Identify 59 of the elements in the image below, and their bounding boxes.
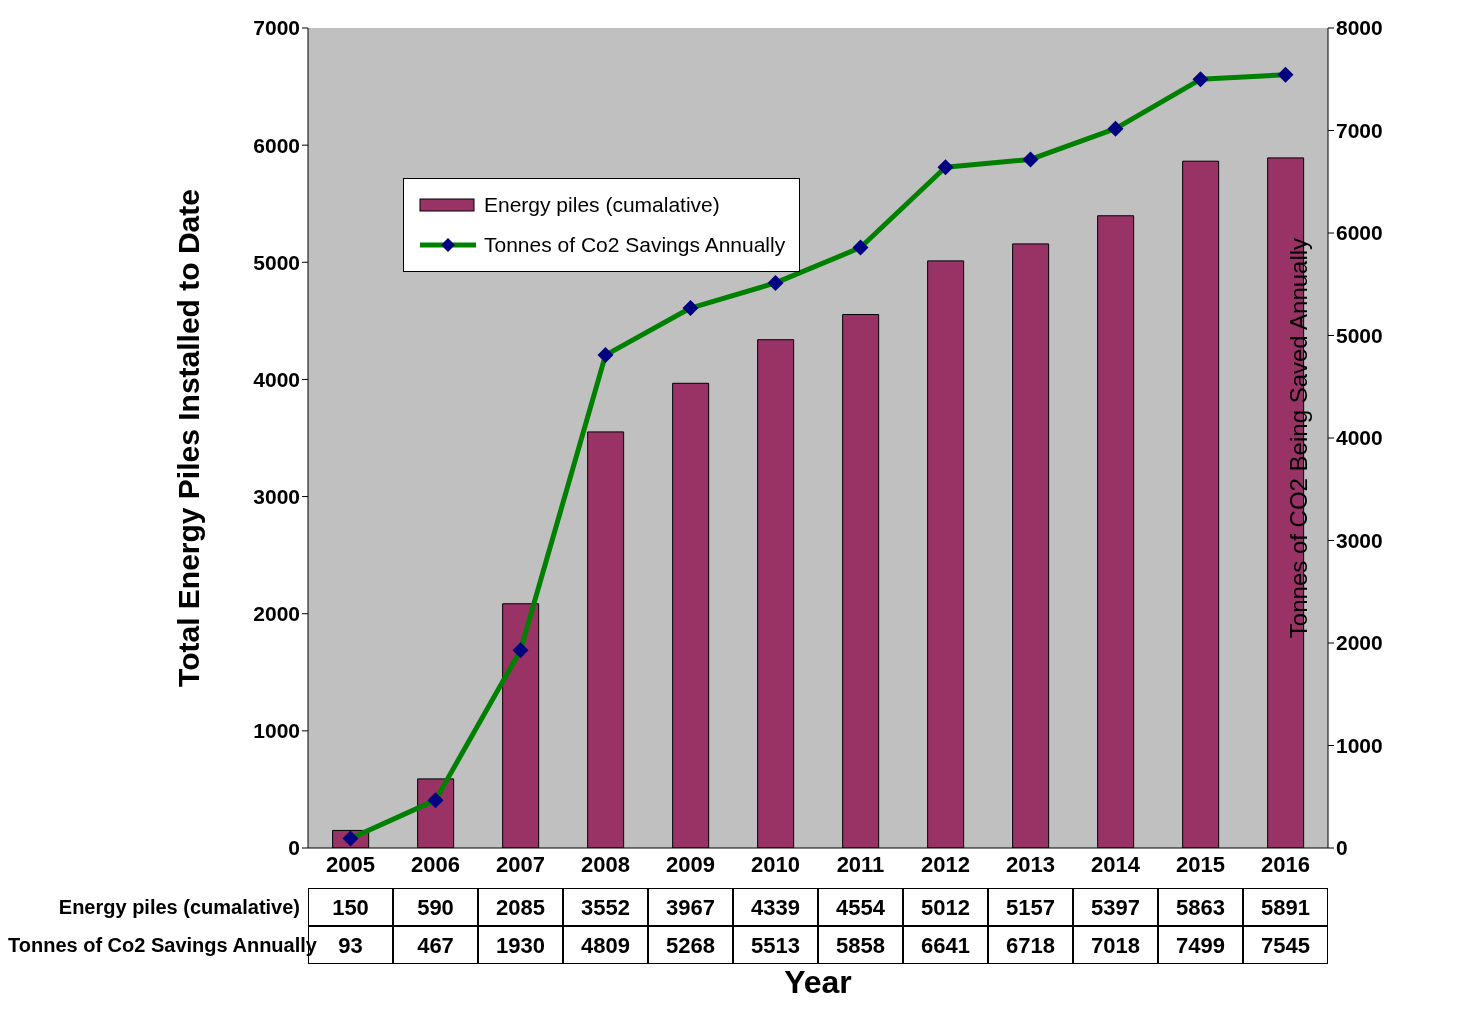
data-label: 5157 xyxy=(988,888,1073,926)
data-label: 6718 xyxy=(988,926,1073,964)
data-label: 5012 xyxy=(903,888,988,926)
x-tick-label: 2013 xyxy=(1006,851,1055,877)
y2-tick-label: 5000 xyxy=(1336,323,1383,347)
y2-tick-label: 4000 xyxy=(1336,426,1383,450)
data-label: 5268 xyxy=(648,926,733,964)
data-label: 7499 xyxy=(1158,926,1243,964)
x-tick-label: 2010 xyxy=(751,851,800,877)
data-label: 4809 xyxy=(563,926,648,964)
y2-tick-label: 8000 xyxy=(1336,16,1383,40)
y2-tick-label: 7000 xyxy=(1336,118,1383,142)
y-tick-label: 4000 xyxy=(253,367,300,391)
data-label: 4339 xyxy=(733,888,818,926)
text: Energy piles (cumalative) xyxy=(58,896,300,918)
data-label: 5858 xyxy=(818,926,903,964)
y-tick-label: 0 xyxy=(288,836,300,860)
data-label: 7545 xyxy=(1243,926,1328,964)
y-tick-label: 6000 xyxy=(253,133,300,157)
y-tick-label: 7000 xyxy=(253,16,300,40)
x-tick-label: 2016 xyxy=(1261,851,1310,877)
legend-label: Tonnes of Co2 Savings Annually xyxy=(484,233,786,257)
data-label: 590 xyxy=(393,888,478,926)
x-tick-label: 2014 xyxy=(1091,851,1141,877)
x-tick-label: 2015 xyxy=(1176,851,1225,877)
x-tick-label: 2009 xyxy=(666,851,715,877)
x-tick-label: 2005 xyxy=(326,851,375,877)
x-axis-title: Year xyxy=(783,964,853,1001)
legend-label: Energy piles (cumalative) xyxy=(484,193,720,217)
y-axis-title: Total Energy Piles Installed to Date xyxy=(171,189,205,687)
x-tick-label: 2012 xyxy=(921,851,970,877)
data-label: 3967 xyxy=(648,888,733,926)
data-label: 5863 xyxy=(1158,888,1243,926)
data-label: 3552 xyxy=(563,888,648,926)
data-label: 6641 xyxy=(903,926,988,964)
data-label: 7018 xyxy=(1073,926,1158,964)
data-label: 5397 xyxy=(1073,888,1158,926)
data-label: 5513 xyxy=(733,926,818,964)
y2-tick-label: 3000 xyxy=(1336,528,1383,552)
y-tick-label: 3000 xyxy=(253,485,300,509)
data-label: 5891 xyxy=(1243,888,1328,926)
data-label: 93 xyxy=(338,933,363,958)
y-tick-label: 2000 xyxy=(253,602,300,626)
x-tick-label: 2008 xyxy=(581,851,630,877)
data-label: 467 xyxy=(393,926,478,964)
y-tick-label: 5000 xyxy=(253,250,300,274)
data-label: 1930 xyxy=(478,926,563,964)
x-tick-label: 2006 xyxy=(411,851,460,877)
data-label: 150 xyxy=(308,888,393,926)
x-tick-label: 2007 xyxy=(496,851,545,877)
x-tick-label: 2011 xyxy=(836,851,885,877)
y2-tick-label: 0 xyxy=(1336,836,1348,860)
y2-tick-label: 2000 xyxy=(1336,631,1383,655)
y2-axis-title: Tonnes of CO2 Being Saved Annually xyxy=(1284,237,1312,639)
y2-tick-label: 6000 xyxy=(1336,221,1383,245)
data-label: 2085 xyxy=(478,888,563,926)
data-label: 4554 xyxy=(818,888,903,926)
y-tick-label: 1000 xyxy=(253,719,300,743)
y2-tick-label: 1000 xyxy=(1336,733,1383,757)
